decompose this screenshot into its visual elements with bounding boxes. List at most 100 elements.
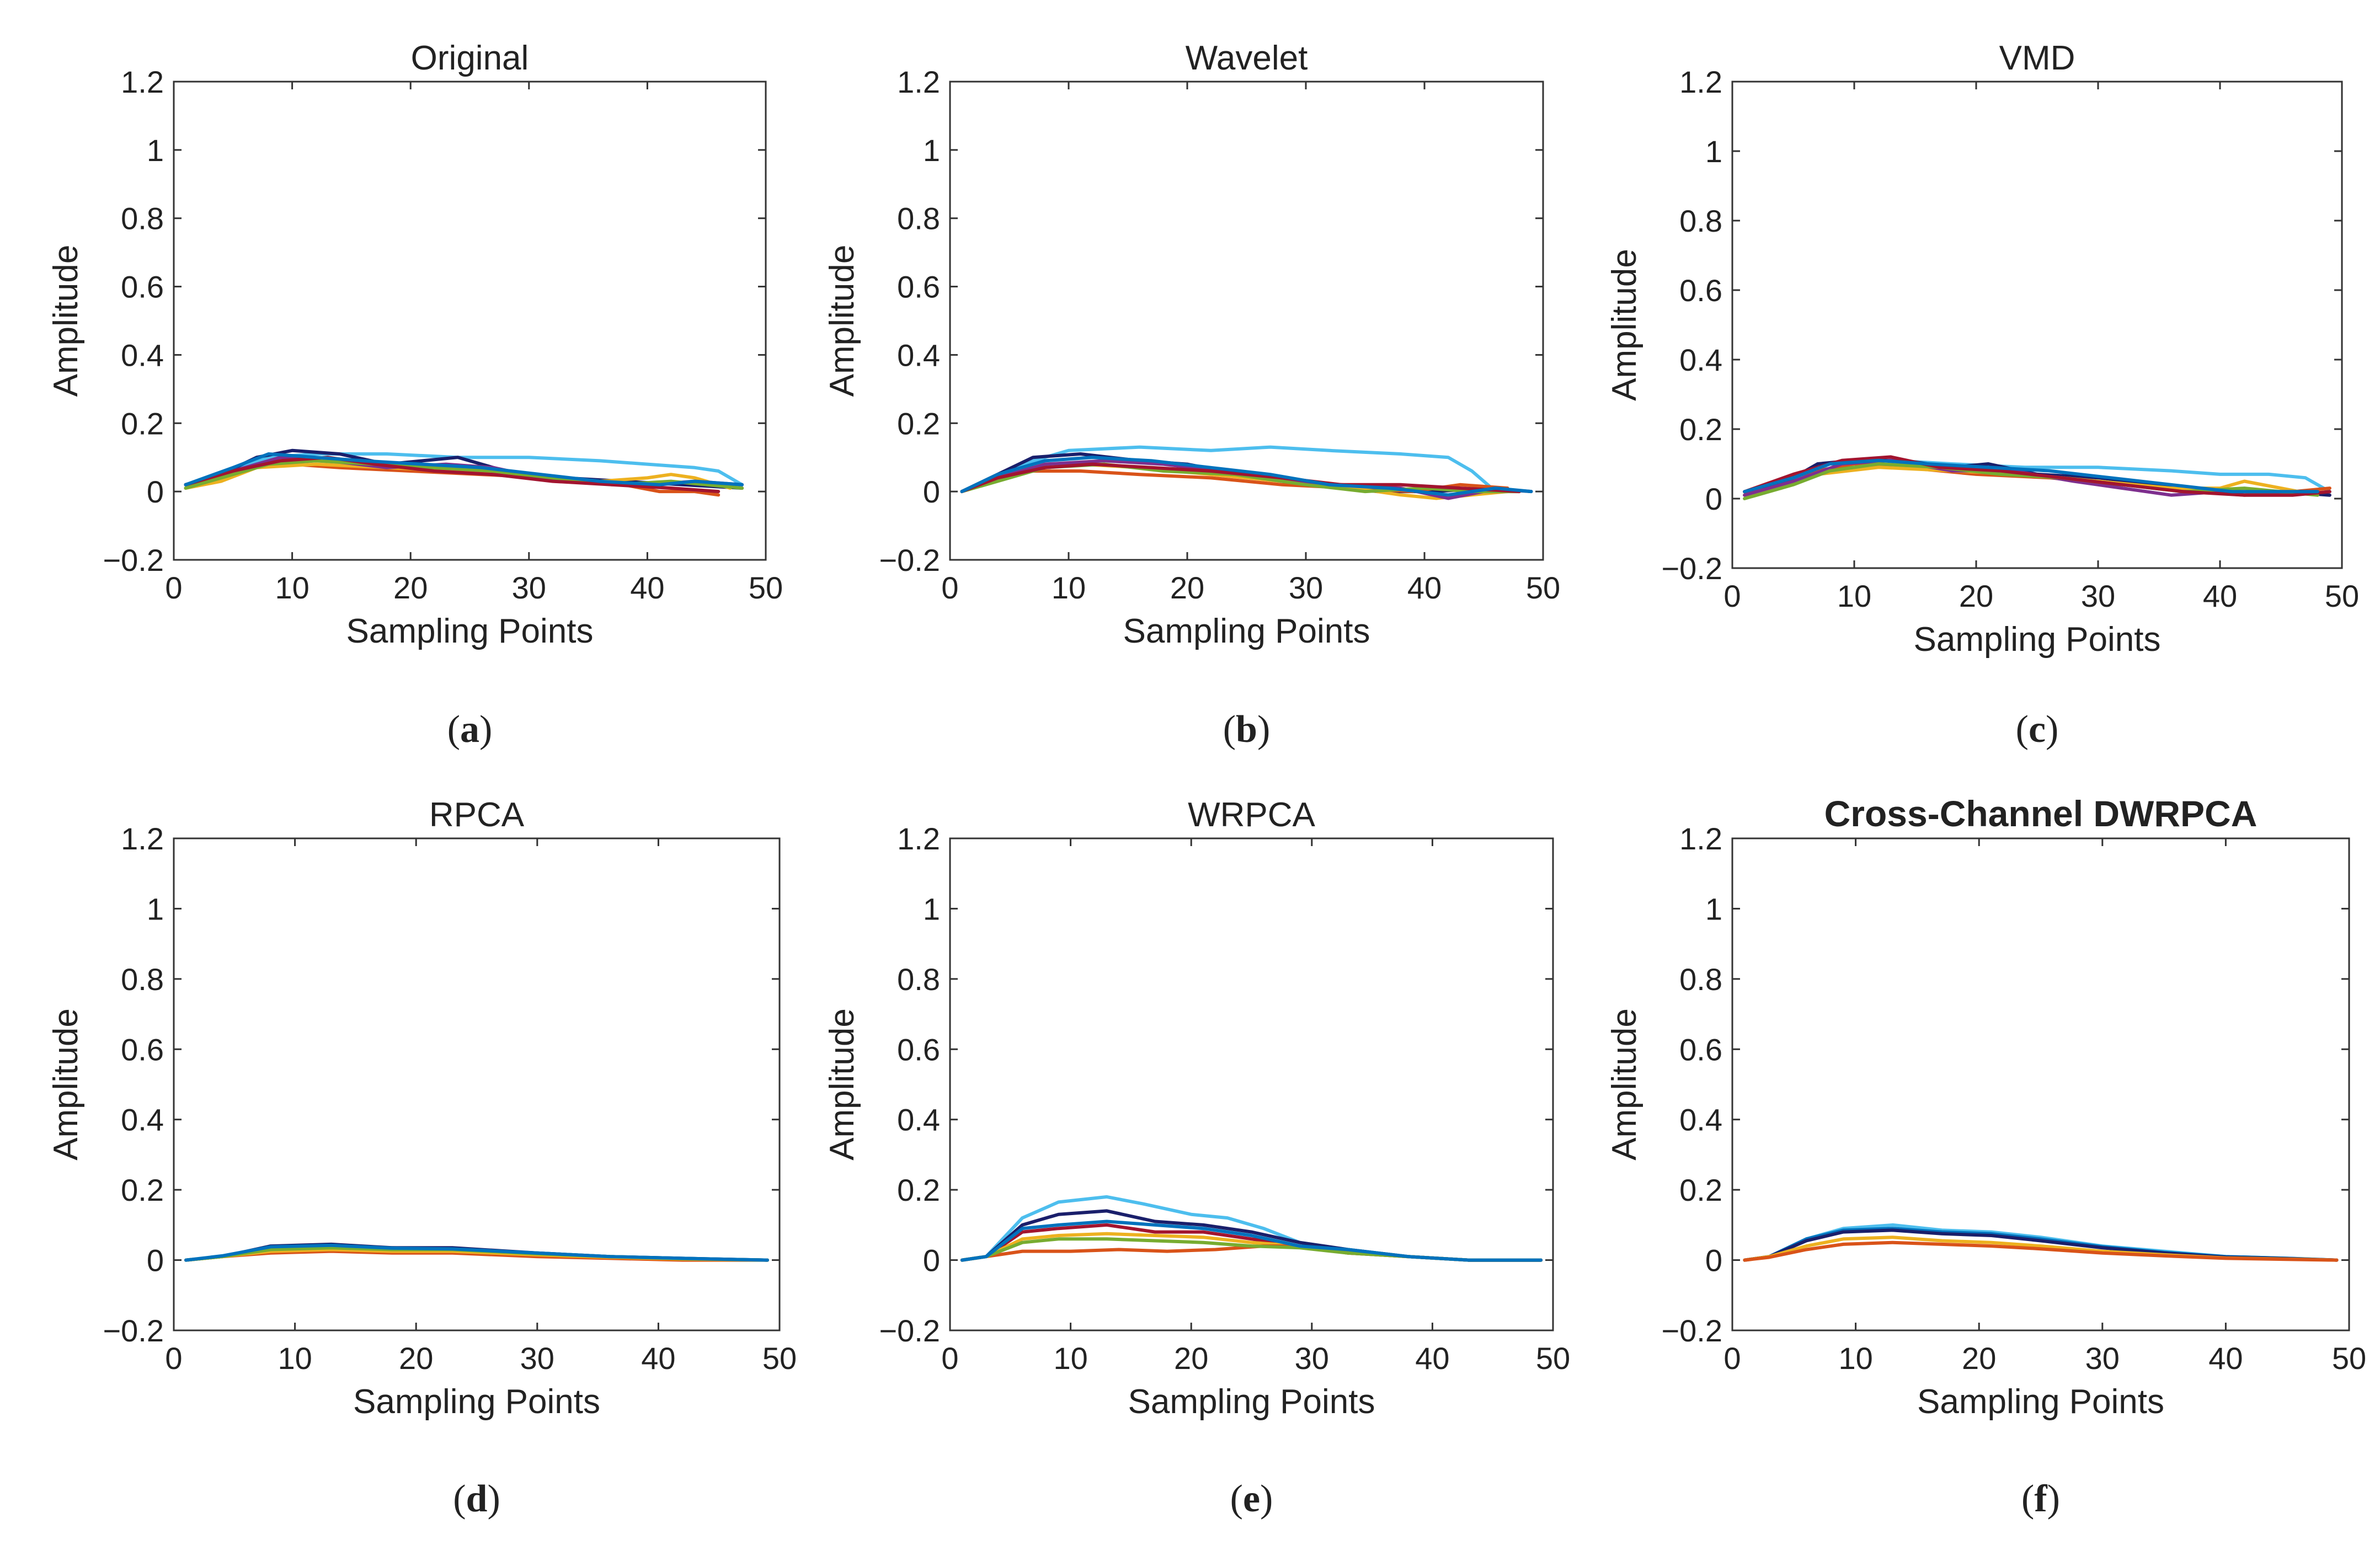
x-tick-label: 10 <box>275 570 309 605</box>
y-tick-label: 1 <box>147 891 164 926</box>
x-tick-label: 40 <box>1415 1341 1449 1376</box>
caption-paren-close: ) <box>487 1478 500 1520</box>
x-tick-label: 30 <box>512 570 546 605</box>
x-tick-label: 40 <box>1407 570 1442 605</box>
y-tick-label: 0.8 <box>897 962 940 997</box>
y-axis-label: Amplitude <box>823 245 861 397</box>
chart-title: VMD <box>1999 39 2075 77</box>
y-tick-label: −0.2 <box>103 1313 164 1348</box>
x-tick-label: 0 <box>941 1341 958 1376</box>
y-tick-label: 1 <box>1705 134 1722 169</box>
x-tick-label: 10 <box>1838 1341 1872 1376</box>
y-tick-label: 1.2 <box>1679 821 1722 856</box>
y-tick-label: 1.2 <box>121 821 164 856</box>
y-tick-label: 0.4 <box>1679 343 1722 377</box>
plot-frame <box>173 837 781 1331</box>
y-tick-label: 0.6 <box>897 1032 940 1067</box>
y-tick-label: 0 <box>923 1243 940 1278</box>
series-line-s8 <box>184 452 744 486</box>
y-tick-label: 0.4 <box>121 1103 164 1137</box>
x-tick-label: 20 <box>399 1341 433 1376</box>
chart-title: Original <box>411 39 529 77</box>
series-line-s8 <box>960 456 1533 497</box>
panel-caption: (b) <box>1223 708 1271 751</box>
x-tick-label: 50 <box>749 570 783 605</box>
y-axis-label: Amplitude <box>47 1008 85 1160</box>
y-tick-label: 0.8 <box>897 201 940 236</box>
panel-caption: (e) <box>1230 1478 1273 1520</box>
y-tick-label: 1.2 <box>1679 65 1722 99</box>
chart-panel-c: −0.200.20.40.60.811.20 10 20 30 40 50VMDSampl… <box>1605 39 2359 751</box>
caption-paren-close: ) <box>479 708 492 751</box>
x-tick-label: 0 <box>165 1341 182 1376</box>
y-tick-label: 0.4 <box>1679 1103 1722 1137</box>
x-tick-label: 50 <box>1536 1341 1570 1376</box>
x-tick-label: 10 <box>1837 579 1871 613</box>
y-tick-label: 0.4 <box>897 1103 940 1137</box>
x-tick-label: 40 <box>630 570 664 605</box>
caption-paren-close: ) <box>1257 708 1270 751</box>
y-tick-label: 0.8 <box>121 201 164 236</box>
panel-caption: (a) <box>447 708 493 751</box>
chart-panel-a: −0.200.20.40.60.811.20 10 20 30 40 50Original… <box>47 39 783 751</box>
y-tick-label: 0 <box>923 474 940 509</box>
caption-letter: b <box>1236 708 1257 751</box>
caption-paren-open: ( <box>447 708 460 751</box>
x-axis-label: Sampling Points <box>353 1383 600 1421</box>
x-tick-label: 30 <box>1289 570 1323 605</box>
y-tick-label: −0.2 <box>1661 1313 1722 1348</box>
x-axis-label: Sampling Points <box>1128 1383 1375 1421</box>
chart-panel-b: −0.200.20.40.60.811.20 10 20 30 40 50WaveletS… <box>823 39 1560 751</box>
y-tick-label: 0.8 <box>121 962 164 997</box>
chart-panel-e: −0.200.20.40.60.811.20 10 20 30 40 50WRPCASam… <box>823 796 1570 1520</box>
x-tick-label: 40 <box>2208 1341 2243 1376</box>
x-tick-label: 20 <box>1170 570 1204 605</box>
x-axis-label: Sampling Points <box>1913 621 2160 659</box>
y-tick-label: 0.2 <box>1679 1173 1722 1207</box>
x-axis-label: Sampling Points <box>1123 612 1370 650</box>
series-line-s7 <box>960 1220 1543 1262</box>
y-tick-label: 1 <box>147 133 164 168</box>
panel-caption: (d) <box>453 1478 500 1520</box>
y-tick-label: 0.6 <box>897 270 940 304</box>
x-tick-label: 20 <box>1962 1341 1996 1376</box>
x-tick-label: 10 <box>1053 1341 1087 1376</box>
y-tick-label: 0.6 <box>1679 1032 1722 1067</box>
y-tick-label: 1.2 <box>897 821 940 856</box>
x-tick-label: 20 <box>1174 1341 1208 1376</box>
y-tick-label: 0 <box>147 474 164 509</box>
chart-title: Wavelet <box>1186 39 1308 77</box>
caption-letter: c <box>2029 708 2046 751</box>
x-tick-label: 10 <box>1052 570 1086 605</box>
x-tick-label: 50 <box>762 1341 797 1376</box>
x-tick-label: 0 <box>941 570 958 605</box>
caption-letter: f <box>2034 1478 2047 1520</box>
y-tick-label: 0 <box>147 1243 164 1278</box>
y-tick-label: 1 <box>923 133 940 168</box>
y-tick-label: 1.2 <box>897 65 940 99</box>
x-tick-label: 20 <box>1959 579 1993 613</box>
caption-letter: d <box>466 1478 488 1520</box>
series-line-s6 <box>1743 462 2319 500</box>
x-tick-label: 10 <box>278 1341 312 1376</box>
x-axis-label: Sampling Points <box>346 612 593 650</box>
x-tick-label: 50 <box>2325 579 2359 613</box>
y-tick-label: −0.2 <box>879 543 940 577</box>
series-line-s8 <box>1743 458 2319 494</box>
caption-paren-open: ( <box>1223 708 1236 751</box>
y-axis-label: Amplitude <box>823 1008 861 1160</box>
series-line-s7 <box>960 462 1521 494</box>
y-tick-label: 0.2 <box>897 406 940 441</box>
y-tick-label: 0.8 <box>1679 962 1722 997</box>
x-tick-label: 40 <box>2203 579 2237 613</box>
x-tick-label: 40 <box>641 1341 675 1376</box>
chart-title: WRPCA <box>1188 796 1315 834</box>
series-line-s1 <box>184 452 744 486</box>
chart-panel-d: −0.200.20.40.60.811.20 10 20 30 40 50RPCASamp… <box>47 796 797 1520</box>
chart-title: Cross-Channel DWRPCA <box>1824 793 2258 834</box>
x-tick-label: 50 <box>1526 570 1560 605</box>
x-tick-label: 30 <box>2081 579 2115 613</box>
caption-letter: a <box>460 708 479 751</box>
caption-paren-open: ( <box>453 1478 466 1520</box>
